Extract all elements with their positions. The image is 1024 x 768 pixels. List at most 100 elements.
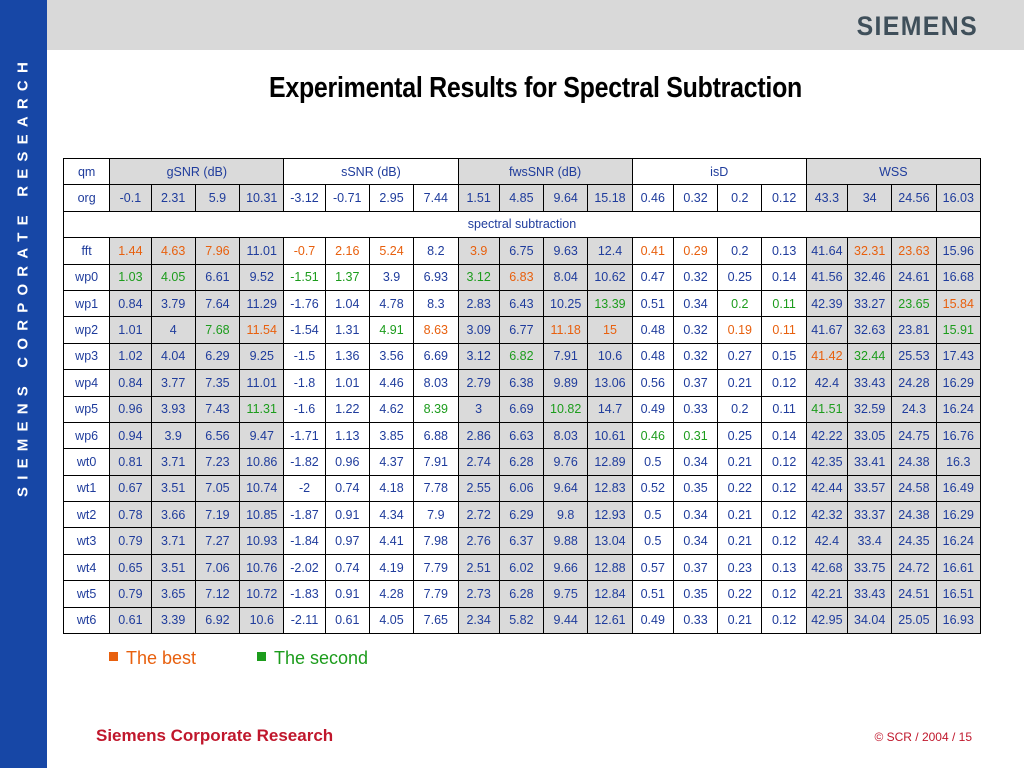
table-cell: -1.5 xyxy=(283,342,326,371)
table-cell: 0.94 xyxy=(109,421,152,450)
table-cell: 16.61 xyxy=(935,553,982,582)
table-cell: 0.41 xyxy=(631,237,674,265)
table-cell: 4.34 xyxy=(368,501,415,529)
table-cell: -1.84 xyxy=(283,527,326,555)
table-cell: 1.36 xyxy=(324,342,370,371)
table-cell: 42.44 xyxy=(805,474,849,503)
table-cell: 0.34 xyxy=(672,289,719,318)
table-cell: 8.63 xyxy=(413,316,459,344)
table-cell: 33.05 xyxy=(846,421,893,450)
row-label: wt4 xyxy=(62,553,111,582)
table-cell: 10.72 xyxy=(239,580,285,608)
table-cell: 4.85 xyxy=(498,184,545,212)
table-cell: 0.2 xyxy=(717,289,763,318)
sidebar: SIEMENS CORPORATE RESEARCH xyxy=(0,0,47,768)
table-cell: 3.66 xyxy=(150,501,196,529)
table-row: wt4 0.65 3.51 7.06 10.76 -2.02 0.74 4.19 7.79 2.5… xyxy=(62,553,982,582)
table-cell: 7.12 xyxy=(194,580,241,608)
table-cell: 9.25 xyxy=(239,342,285,371)
table-cell: 6.02 xyxy=(498,553,545,582)
table-cell: 7.35 xyxy=(194,369,241,397)
table-cell: 0.31 xyxy=(672,421,719,450)
table-cell: 12.83 xyxy=(587,474,633,503)
table-cell: 9.44 xyxy=(543,606,589,635)
table-cell: 3.12 xyxy=(457,342,500,371)
table-cell: 24.38 xyxy=(891,448,937,476)
table-cell: 0.11 xyxy=(761,316,807,344)
results-table-body: qm gSNR (dB) sSNR (dB) fwsSNR (dB) isD WSS org… xyxy=(62,157,982,635)
table-cell: 41.56 xyxy=(805,263,849,291)
table-cell: 0.51 xyxy=(631,580,674,608)
table-cell: 0.47 xyxy=(631,263,674,291)
table-row: wt0 0.81 3.71 7.23 10.86 -1.82 0.96 4.37 7.91 2.7… xyxy=(62,448,982,476)
table-cell: 23.65 xyxy=(891,289,937,318)
table-cell: 32.63 xyxy=(846,316,893,344)
table-cell: 6.61 xyxy=(194,263,241,291)
table-cell: 0.32 xyxy=(672,263,719,291)
legend-best: The best xyxy=(109,648,196,669)
table-cell: 0.65 xyxy=(109,553,152,582)
orange-square-icon xyxy=(109,652,118,661)
table-cell: 43.3 xyxy=(805,184,849,212)
table-cell: 12.4 xyxy=(587,237,633,265)
table-cell: 41.42 xyxy=(805,342,849,371)
table-cell: 0.23 xyxy=(717,553,763,582)
table-cell: 1.03 xyxy=(109,263,152,291)
table-cell: 13.04 xyxy=(587,527,633,555)
legend-second: The second xyxy=(257,648,368,669)
table-cell: 2.83 xyxy=(457,289,500,318)
table-cell: 2.86 xyxy=(457,421,500,450)
table-cell: 4.04 xyxy=(150,342,196,371)
table-cell: 24.56 xyxy=(891,184,937,212)
table-cell: 9.89 xyxy=(543,369,589,397)
row-label: wt5 xyxy=(62,580,111,608)
table-cell: 9.64 xyxy=(543,184,589,212)
table-cell: 0.84 xyxy=(109,369,152,397)
table-cell: 12.84 xyxy=(587,580,633,608)
table-cell: 24.75 xyxy=(891,421,937,450)
row-label: wp6 xyxy=(62,421,111,450)
row-label: wp5 xyxy=(62,395,111,423)
table-cell: 0.5 xyxy=(631,501,674,529)
table-cell: 6.75 xyxy=(498,237,545,265)
table-cell: 33.41 xyxy=(846,448,893,476)
table-cell: 6.69 xyxy=(498,395,545,423)
table-cell: 6.63 xyxy=(498,421,545,450)
table-cell: 0.12 xyxy=(761,606,807,635)
table-cell: 0.12 xyxy=(761,501,807,529)
table-cell: 11.01 xyxy=(239,237,285,265)
table-cell: 0.46 xyxy=(631,421,674,450)
table-cell: 7.43 xyxy=(194,395,241,423)
table-cell: 41.67 xyxy=(805,316,849,344)
table-cell: 33.57 xyxy=(846,474,893,503)
table-cell: 4.37 xyxy=(368,448,415,476)
table-cell: 3.51 xyxy=(150,553,196,582)
table-cell: 1.01 xyxy=(324,369,370,397)
table-cell: 0.25 xyxy=(717,421,763,450)
table-cell: 7.19 xyxy=(194,501,241,529)
table-cell: 1.22 xyxy=(324,395,370,423)
table-cell: 0.21 xyxy=(717,527,763,555)
table-row: wp5 0.96 3.93 7.43 11.31 -1.6 1.22 4.62 8.39 3 6.6… xyxy=(62,395,982,423)
group-header: sSNR (dB) xyxy=(283,157,459,186)
table-cell: 8.3 xyxy=(413,289,459,318)
table-cell: 0.61 xyxy=(324,606,370,635)
table-cell: 3.39 xyxy=(150,606,196,635)
table-cell: 0.79 xyxy=(109,580,152,608)
table-cell: 33.75 xyxy=(846,553,893,582)
table-cell: 42.68 xyxy=(805,553,849,582)
table-cell: 0.97 xyxy=(324,527,370,555)
table-cell: 6.29 xyxy=(194,342,241,371)
row-label: wt6 xyxy=(62,606,111,635)
table-cell: 0.12 xyxy=(761,580,807,608)
footer-company: Siemens Corporate Research xyxy=(96,726,334,745)
table-cell: 24.58 xyxy=(891,474,937,503)
table-cell: 16.76 xyxy=(935,421,982,450)
table-cell: 6.82 xyxy=(498,342,545,371)
table-cell: 24.51 xyxy=(891,580,937,608)
table-cell: 11.31 xyxy=(239,395,285,423)
table-cell: 3.79 xyxy=(150,289,196,318)
table-cell: 0.5 xyxy=(631,527,674,555)
table-cell: 11.01 xyxy=(239,369,285,397)
table-cell: 0.14 xyxy=(761,263,807,291)
